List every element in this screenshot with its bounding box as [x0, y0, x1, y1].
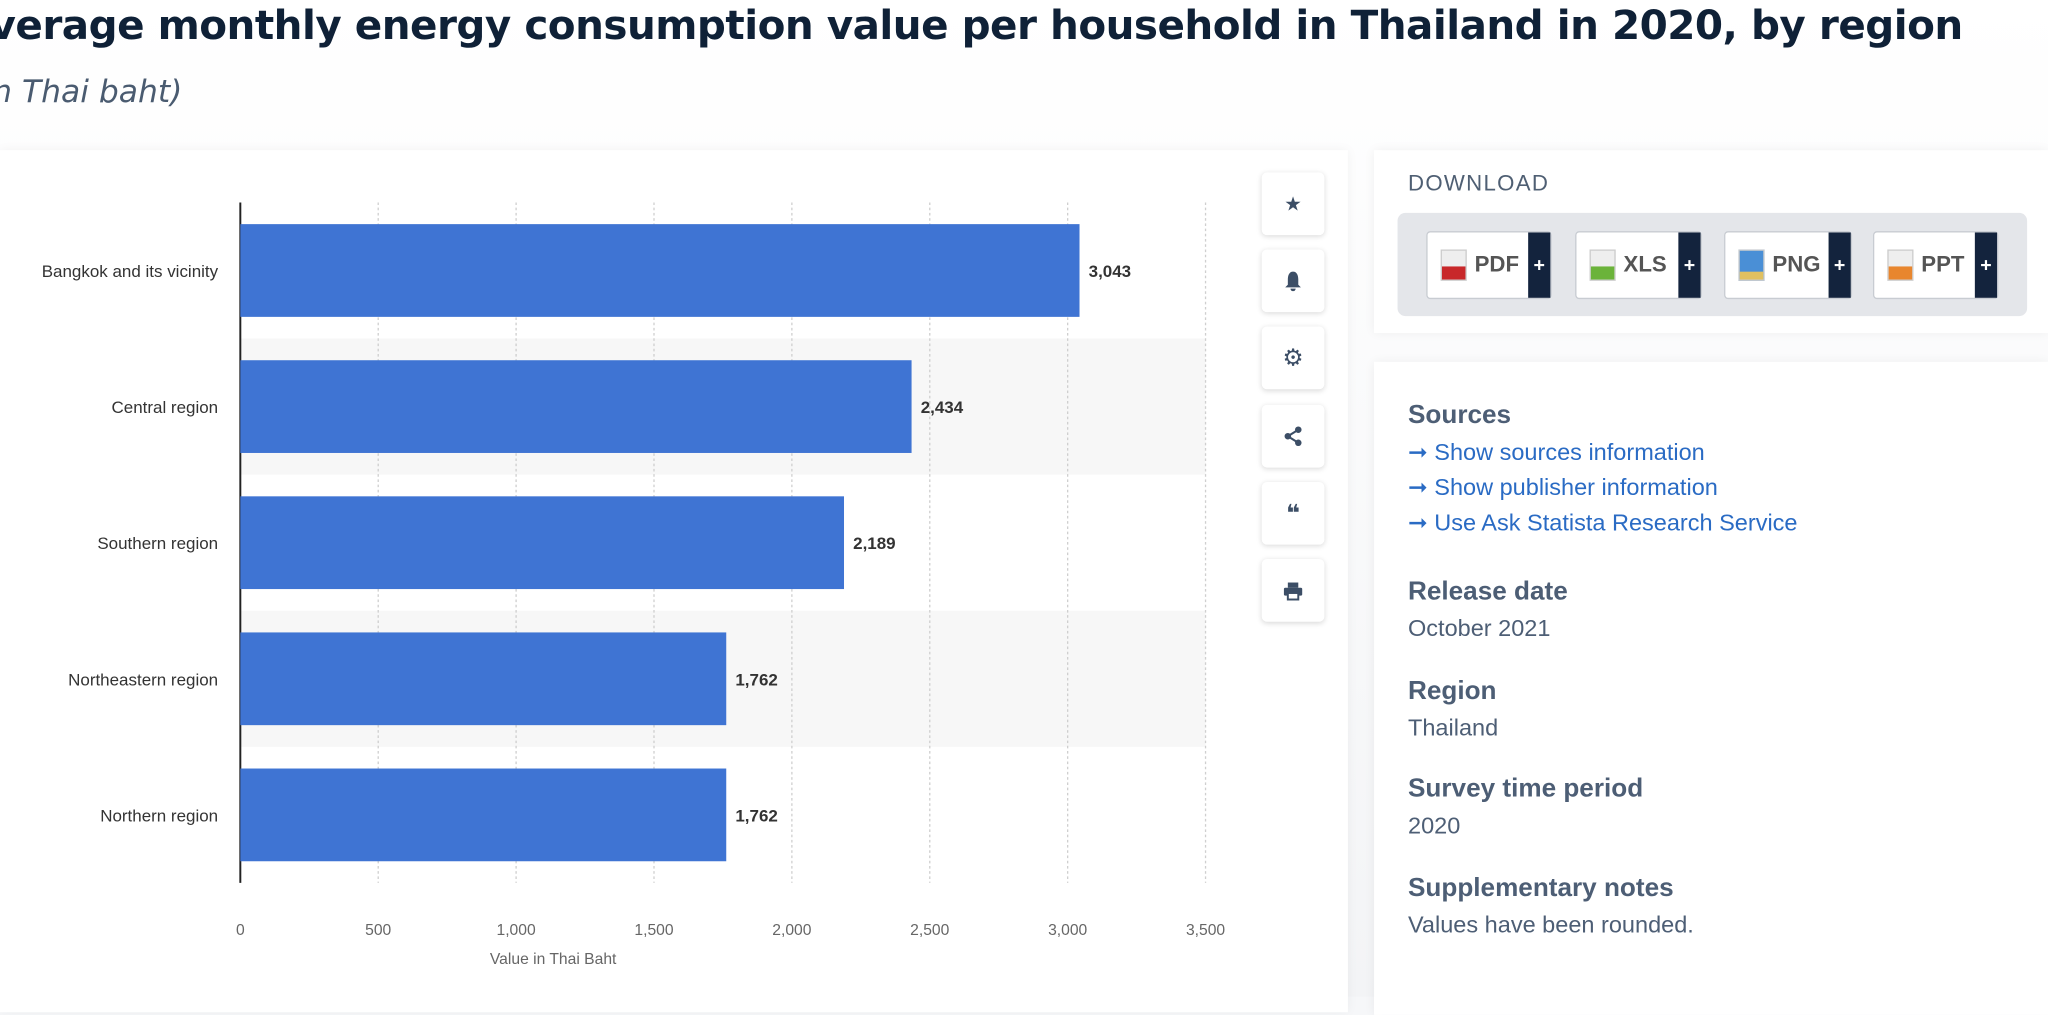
release-value: October 2021	[1407, 615, 1551, 642]
button-label: XLS	[1623, 252, 1667, 277]
plus-icon[interactable]: +	[1528, 232, 1551, 298]
ask-statista-link[interactable]: ➞ Use Ask Statista Research Service	[1408, 509, 1798, 536]
data-label: 3,043	[1089, 262, 1131, 281]
data-label: 2,434	[921, 398, 964, 417]
release-section: Release date October 2021	[1408, 577, 1568, 642]
arrow-right-icon: ➞	[1407, 509, 1428, 536]
arrow-right-icon: ➞	[1407, 474, 1428, 501]
button-label: PDF	[1474, 252, 1520, 277]
x-tick-label: 0	[236, 922, 245, 939]
notification-button[interactable]	[1261, 249, 1325, 313]
plus-icon[interactable]: +	[1828, 232, 1851, 298]
button-label: PPT	[1921, 252, 1965, 277]
region-section: Region Thailand	[1408, 677, 1498, 742]
download-ppt-button[interactable]: PPT +	[1872, 231, 1999, 300]
x-tick-label: 3,500	[1186, 922, 1225, 939]
data-label: 1,762	[735, 670, 777, 689]
category-label: Northern region	[100, 806, 218, 825]
share-icon	[1284, 426, 1302, 447]
category-label: Bangkok and its vicinity	[42, 262, 219, 281]
gear-icon: ⚙	[1282, 344, 1304, 372]
download-buttons: PDF + XLS + PNG + PPT +	[1397, 212, 2028, 317]
period-heading: Survey time period	[1407, 774, 1644, 804]
print-icon	[1283, 581, 1303, 600]
bar	[240, 632, 727, 726]
x-tick-label: 3,000	[1048, 922, 1087, 939]
bar	[240, 496, 845, 590]
page-subtitle: n Thai baht)	[0, 73, 183, 110]
release-heading: Release date	[1407, 577, 1568, 607]
favorite-button[interactable]: ★	[1261, 172, 1325, 236]
image-file-icon	[1738, 249, 1765, 281]
xls-file-icon	[1589, 249, 1616, 281]
x-tick-label: 500	[365, 922, 391, 939]
link-text: Use Ask Statista Research Service	[1434, 509, 1798, 536]
page-title: verage monthly energy consumption value …	[0, 2, 1963, 50]
arrow-right-icon: ➞	[1407, 438, 1428, 465]
period-section: Survey time period 2020	[1408, 775, 1643, 840]
notes-heading: Supplementary notes	[1407, 873, 1674, 903]
bar	[240, 360, 912, 453]
download-xls-button[interactable]: XLS +	[1575, 231, 1702, 300]
x-tick-label: 2,000	[772, 922, 811, 939]
plus-icon[interactable]: +	[1974, 232, 1998, 298]
region-heading: Region	[1407, 676, 1497, 706]
plus-icon[interactable]: +	[1678, 232, 1701, 298]
button-label: PNG	[1772, 252, 1821, 277]
bar-chart: 0 500 1,000 1,500 2,000 2,500 3,000 3,500 Bangko…	[42, 202, 1225, 968]
show-sources-link[interactable]: ➞ Show sources information	[1408, 439, 1798, 466]
category-label: Northeastern region	[68, 670, 218, 689]
x-tick-label: 1,500	[634, 922, 673, 939]
download-pdf-button[interactable]: PDF +	[1426, 231, 1552, 300]
notes-section: Supplementary notes Values have been roun…	[1408, 874, 1694, 939]
notes-value: Values have been rounded.	[1407, 911, 1694, 938]
period-value: 2020	[1407, 812, 1461, 839]
data-label: 1,762	[735, 806, 777, 825]
download-heading: DOWNLOAD	[1407, 171, 1550, 196]
chart-card: 0 500 1,000 1,500 2,000 2,500 3,000 3,500 Bangko…	[0, 150, 1348, 1013]
star-icon: ★	[1284, 191, 1302, 216]
download-card: DOWNLOAD PDF + XLS + PNG + PPT +	[1374, 150, 2048, 334]
link-text: Show publisher information	[1434, 474, 1718, 501]
info-card: Sources ➞ Show sources information ➞ Sho…	[1374, 361, 2048, 1015]
cite-button[interactable]: ❝	[1261, 481, 1325, 545]
bar	[240, 768, 727, 862]
quote-icon: ❝	[1286, 499, 1300, 528]
download-png-button[interactable]: PNG +	[1724, 231, 1853, 300]
bar	[240, 224, 1080, 317]
x-tick-label: 2,500	[910, 922, 949, 939]
pdf-file-icon	[1440, 249, 1467, 281]
share-button[interactable]	[1261, 404, 1325, 468]
x-tick-label: 1,000	[497, 922, 536, 939]
settings-button[interactable]: ⚙	[1261, 326, 1325, 390]
sources-heading: Sources	[1407, 400, 1512, 430]
bell-icon	[1285, 271, 1301, 292]
category-label: Southern region	[97, 534, 218, 553]
show-publisher-link[interactable]: ➞ Show publisher information	[1408, 474, 1798, 501]
sources-section: Sources ➞ Show sources information ➞ Sho…	[1408, 401, 1798, 537]
data-label: 2,189	[853, 534, 895, 553]
ppt-file-icon	[1887, 249, 1914, 281]
x-axis-label: Value in Thai Baht	[490, 951, 617, 968]
link-text: Show sources information	[1434, 438, 1705, 465]
region-value: Thailand	[1407, 714, 1499, 741]
category-label: Central region	[112, 398, 219, 417]
print-button[interactable]	[1261, 559, 1325, 622]
